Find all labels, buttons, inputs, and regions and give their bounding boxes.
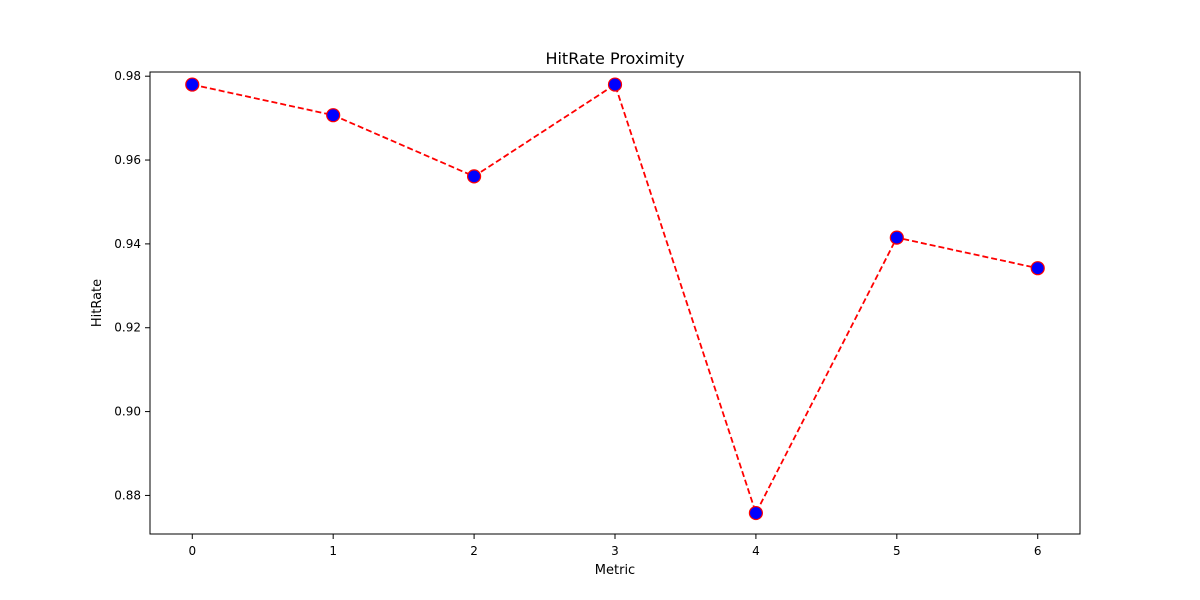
x-tick-label: 4 [752,544,760,558]
data-series [185,77,1045,521]
x-axis: 0 1 2 3 4 5 6 [188,534,1042,558]
x-tick-label: 2 [470,544,478,558]
x-tick-label: 6 [1034,544,1042,558]
chart-title: HitRate Proximity [545,49,684,68]
x-axis-label: Metric [595,563,635,578]
x-tick-label: 1 [329,544,337,558]
x-tick-label: 3 [611,544,619,558]
y-axis-label: HitRate [90,279,105,327]
y-tick-label: 0.94 [114,237,141,251]
x-tick-label: 5 [893,544,901,558]
data-point [326,108,341,123]
y-tick-label: 0.90 [114,405,141,419]
y-tick-label: 0.88 [114,488,141,502]
y-axis: 0.88 0.90 0.92 0.94 0.96 0.98 [114,69,150,502]
y-tick-label: 0.96 [114,153,141,167]
data-point [1030,261,1045,276]
x-tick-label: 0 [188,544,196,558]
data-point [748,505,764,521]
y-tick-label: 0.98 [114,69,141,83]
y-tick-label: 0.92 [114,321,141,335]
data-point [466,169,482,184]
data-point [607,77,623,92]
data-point [889,230,904,245]
data-point [185,77,200,92]
